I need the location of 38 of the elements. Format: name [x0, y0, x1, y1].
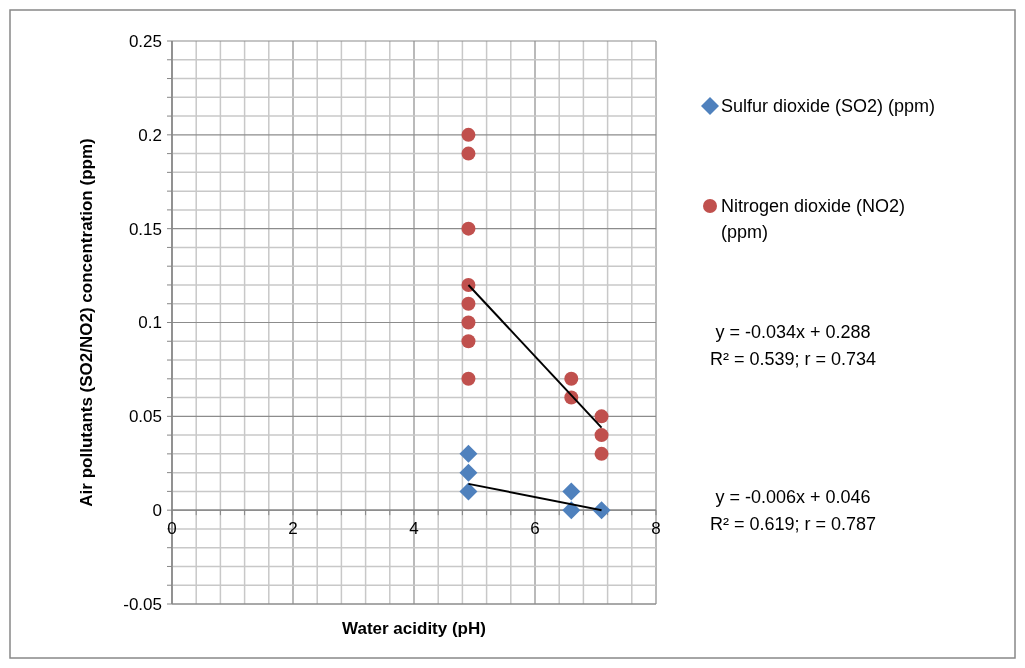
y-tick-label: 0.05: [128, 407, 162, 427]
point: [461, 277, 476, 292]
point: [562, 482, 581, 501]
x-axis-title: Water acidity (pH): [342, 619, 486, 638]
point: [594, 428, 609, 443]
y-tick-label: -0.05: [123, 594, 162, 614]
text: R² = 0.539; r = 0.734: [709, 349, 877, 369]
y-tick-label: 0.2: [138, 125, 162, 145]
point: [592, 501, 611, 520]
y-tick-label: 0.25: [128, 31, 162, 51]
x-tick-label: 0: [167, 519, 177, 539]
point: [461, 334, 476, 349]
point: [461, 221, 476, 236]
x-tick-label: 2: [288, 519, 298, 539]
point: [461, 127, 476, 142]
x-tick-label: 4: [409, 519, 419, 539]
point: [459, 463, 478, 482]
y-tick-label: 0.1: [138, 313, 162, 333]
point: [459, 444, 478, 463]
point: [564, 371, 579, 386]
point: [461, 315, 476, 330]
point: [459, 482, 478, 501]
x-tick-label: 6: [530, 519, 540, 539]
y-tick-label: 0: [152, 501, 162, 521]
point: [461, 371, 476, 386]
text: R² = 0.619; r = 0.787: [709, 514, 877, 534]
point: [461, 146, 476, 161]
x-tick-label: 8: [651, 519, 661, 539]
point: [594, 446, 609, 461]
point: [562, 501, 581, 520]
point: [594, 409, 609, 424]
y-axis-title: Air pollutants (SO2/NO2) concentration (ppm): [77, 138, 96, 507]
point: [461, 296, 476, 311]
text: y = -0.034x + 0.288: [715, 322, 871, 342]
legend-label: Nitrogen dioxide (NO2) (ppm): [721, 196, 906, 242]
text: y = -0.006x + 0.046: [715, 487, 871, 507]
y-tick-label: 0.15: [128, 219, 162, 239]
legend-label: Sulfur dioxide (SO2) (ppm): [721, 96, 936, 117]
